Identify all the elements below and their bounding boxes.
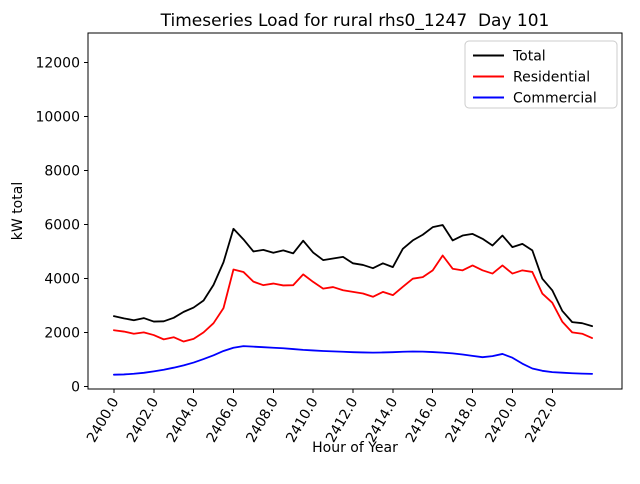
series-line-residential (113, 254, 594, 343)
legend-label-commercial: Commercial (513, 91, 597, 107)
y-tick-label: 0 (71, 379, 80, 395)
series-line-commercial (113, 345, 594, 376)
plot-area (87, 32, 623, 390)
plot-lines (113, 224, 594, 376)
y-tick-label: 8000 (44, 164, 80, 180)
y-tick-label: 10000 (35, 110, 80, 126)
y-tick-label: 4000 (44, 271, 80, 287)
legend-item-commercial: Commercial (473, 91, 597, 107)
legend-box (464, 40, 618, 109)
legend-label-total: Total (512, 49, 546, 65)
y-tick-label: 6000 (44, 217, 80, 233)
legend-item-total: Total (473, 49, 546, 65)
y-tick-label: 12000 (35, 56, 80, 72)
legend: Total Residential Commercial (464, 40, 618, 109)
y-axis-label: kW total (10, 182, 26, 240)
y-tick-label: 2000 (44, 325, 80, 341)
legend-item-residential: Residential (473, 70, 590, 86)
chart-title: Timeseries Load for rural rhs0_1247 Day … (160, 11, 550, 31)
legend-label-residential: Residential (513, 70, 590, 86)
series-line-total (113, 224, 594, 328)
x-axis-label: Hour of Year (312, 440, 398, 456)
